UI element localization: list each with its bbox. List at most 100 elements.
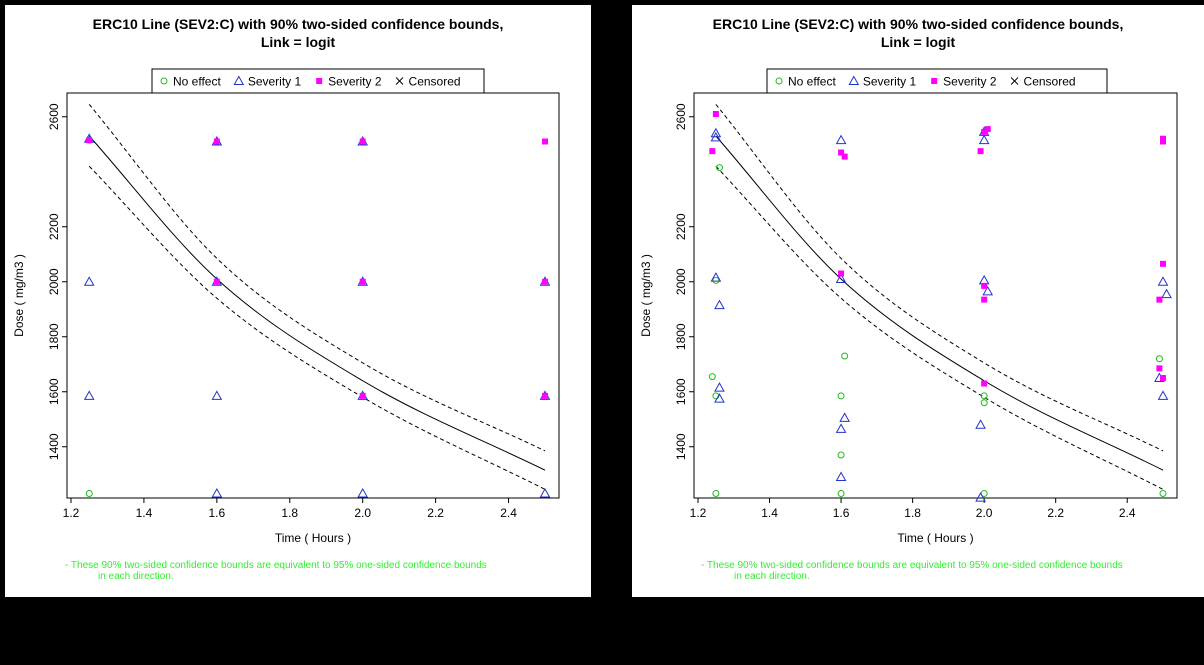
x-tick-label: 1.6 [209, 506, 226, 520]
severity-2-point [542, 138, 548, 145]
legend-label-severity-1: Severity 1 [248, 75, 302, 89]
right-chart-canvas: No effect Severity 1 Severity 2 Censored 1.2… [639, 68, 1178, 545]
y-axis-label: Dose ( mg/m3 ) [639, 254, 653, 337]
censored-x-stroke [1010, 77, 1019, 85]
x-tick-label: 2.0 [354, 506, 371, 520]
chart-title: ERC10 Line (SEV2:C) with 90% two-sided c… [92, 16, 504, 32]
severity-2-point [359, 278, 366, 285]
severity-1-point [714, 393, 725, 403]
no-effect-point [712, 276, 720, 284]
severity-1-point [83, 390, 95, 400]
severity-2-point [981, 296, 988, 303]
lower-confidence-bound-line [88, 165, 546, 490]
x-tick-label: 1.2 [690, 506, 707, 520]
no-effect-point [980, 399, 988, 407]
severity-2-point [542, 278, 548, 285]
y-tick-label: 2600 [47, 103, 61, 130]
severity-1-point [1157, 390, 1169, 400]
x-tick-label: 1.8 [281, 506, 298, 520]
y-tick-label: 2600 [674, 103, 688, 130]
y-tick-label: 1600 [47, 378, 61, 405]
upper-confidence-bound-line [715, 104, 1164, 452]
y-tick-label: 1800 [47, 323, 61, 350]
severity-1-point [1157, 276, 1169, 286]
severity-1-point [357, 487, 369, 498]
legend-label-severity-1: Severity 1 [863, 75, 917, 89]
x-tick-label: 1.4 [136, 506, 153, 520]
severity-2-point [213, 138, 220, 145]
severity-2-point [841, 153, 848, 160]
severity-1-point [1161, 288, 1172, 299]
x-tick-label: 2.2 [427, 506, 444, 520]
legend-square-marker [316, 78, 323, 84]
legend: No effect Severity 1 Severity 2 Censored [151, 68, 485, 94]
x-tick-label: 1.4 [761, 506, 778, 520]
legend-circle-marker [775, 77, 783, 85]
severity-2-point [1156, 365, 1163, 372]
no-effect-point [1155, 355, 1163, 363]
y-tick-label: 1600 [674, 378, 688, 405]
no-effect-point [837, 392, 845, 400]
severity-1-point [835, 471, 847, 481]
x-tick-label: 2.4 [1119, 506, 1136, 520]
severity-2-point [709, 148, 716, 155]
legend-label-severity-2: Severity 2 [943, 75, 997, 89]
no-effect-point [837, 451, 845, 459]
left-chart-canvas: No effect Severity 1 Severity 2 Censored 1.2… [12, 68, 560, 545]
severity-2-point [981, 380, 988, 387]
legend-x-marker [1010, 77, 1019, 85]
left-chart-panel: ERC10 Line (SEV2:C) with 90% two-sided c… [5, 5, 591, 597]
no-effect-point [85, 490, 93, 497]
severity-1-point [835, 423, 847, 433]
severity-1-point [211, 487, 223, 498]
severity-1-point [835, 273, 847, 283]
severity-2-point [981, 282, 988, 289]
y-tick-label: 1400 [674, 433, 688, 460]
severity-2-point [838, 149, 845, 156]
severity-2-point [981, 128, 988, 135]
legend-label-censored: Censored [1024, 75, 1076, 89]
legend-label-severity-2: Severity 2 [328, 75, 382, 89]
upper-confidence-bound-line [88, 104, 546, 452]
no-effect-point [708, 373, 716, 381]
x-tick-label: 2.4 [500, 506, 517, 520]
right-chart-panel: ERC10 Line (SEV2:C) with 90% two-sided c… [632, 5, 1204, 597]
footnote-line-2: in each direction. [734, 571, 810, 582]
y-axis-label: Dose ( mg/m3 ) [12, 254, 26, 337]
severity-1-point [975, 492, 986, 502]
plot-frame [693, 92, 1178, 499]
y-tick-label: 1800 [674, 323, 688, 350]
x-tick-label: 1.8 [904, 506, 921, 520]
severity-2-point [977, 148, 984, 155]
severity-1-point [978, 134, 990, 145]
legend-triangle-marker [233, 75, 245, 85]
plot-frame [66, 92, 560, 499]
legend: No effect Severity 1 Severity 2 Censored [766, 68, 1108, 94]
severity-2-point [213, 278, 220, 285]
legend-label-no-effect: No effect [788, 75, 836, 89]
x-tick-label: 2.0 [976, 506, 993, 520]
y-tick-label: 2000 [47, 268, 61, 295]
no-effect-point [980, 392, 988, 400]
x-tick-label: 2.2 [1047, 506, 1064, 520]
chart-subtitle: Link = logit [880, 34, 956, 50]
chart-subtitle: Link = logit [260, 34, 336, 50]
severity-2-point [984, 126, 991, 133]
severity-1-point [211, 390, 223, 400]
severity-2-point [838, 270, 845, 277]
severity-1-point [83, 276, 95, 286]
y-tick-label: 1400 [47, 433, 61, 460]
chart-footnote: - These 90% two-sided confidence bounds … [701, 560, 1123, 582]
legend-square-marker [931, 78, 938, 84]
severity-2-point [1160, 138, 1166, 145]
severity-1-point [539, 487, 551, 498]
no-effect-point [841, 352, 849, 360]
severity-2-point [86, 137, 93, 144]
fitted-erc10-line [88, 135, 546, 471]
severity-2-point [542, 392, 548, 399]
severity-2-point [359, 392, 366, 399]
x-axis-label: Time ( Hours ) [897, 531, 973, 545]
legend-triangle-marker [848, 75, 860, 85]
x-tick-label: 1.6 [833, 506, 850, 520]
footnote-line-2: in each direction. [98, 571, 174, 582]
